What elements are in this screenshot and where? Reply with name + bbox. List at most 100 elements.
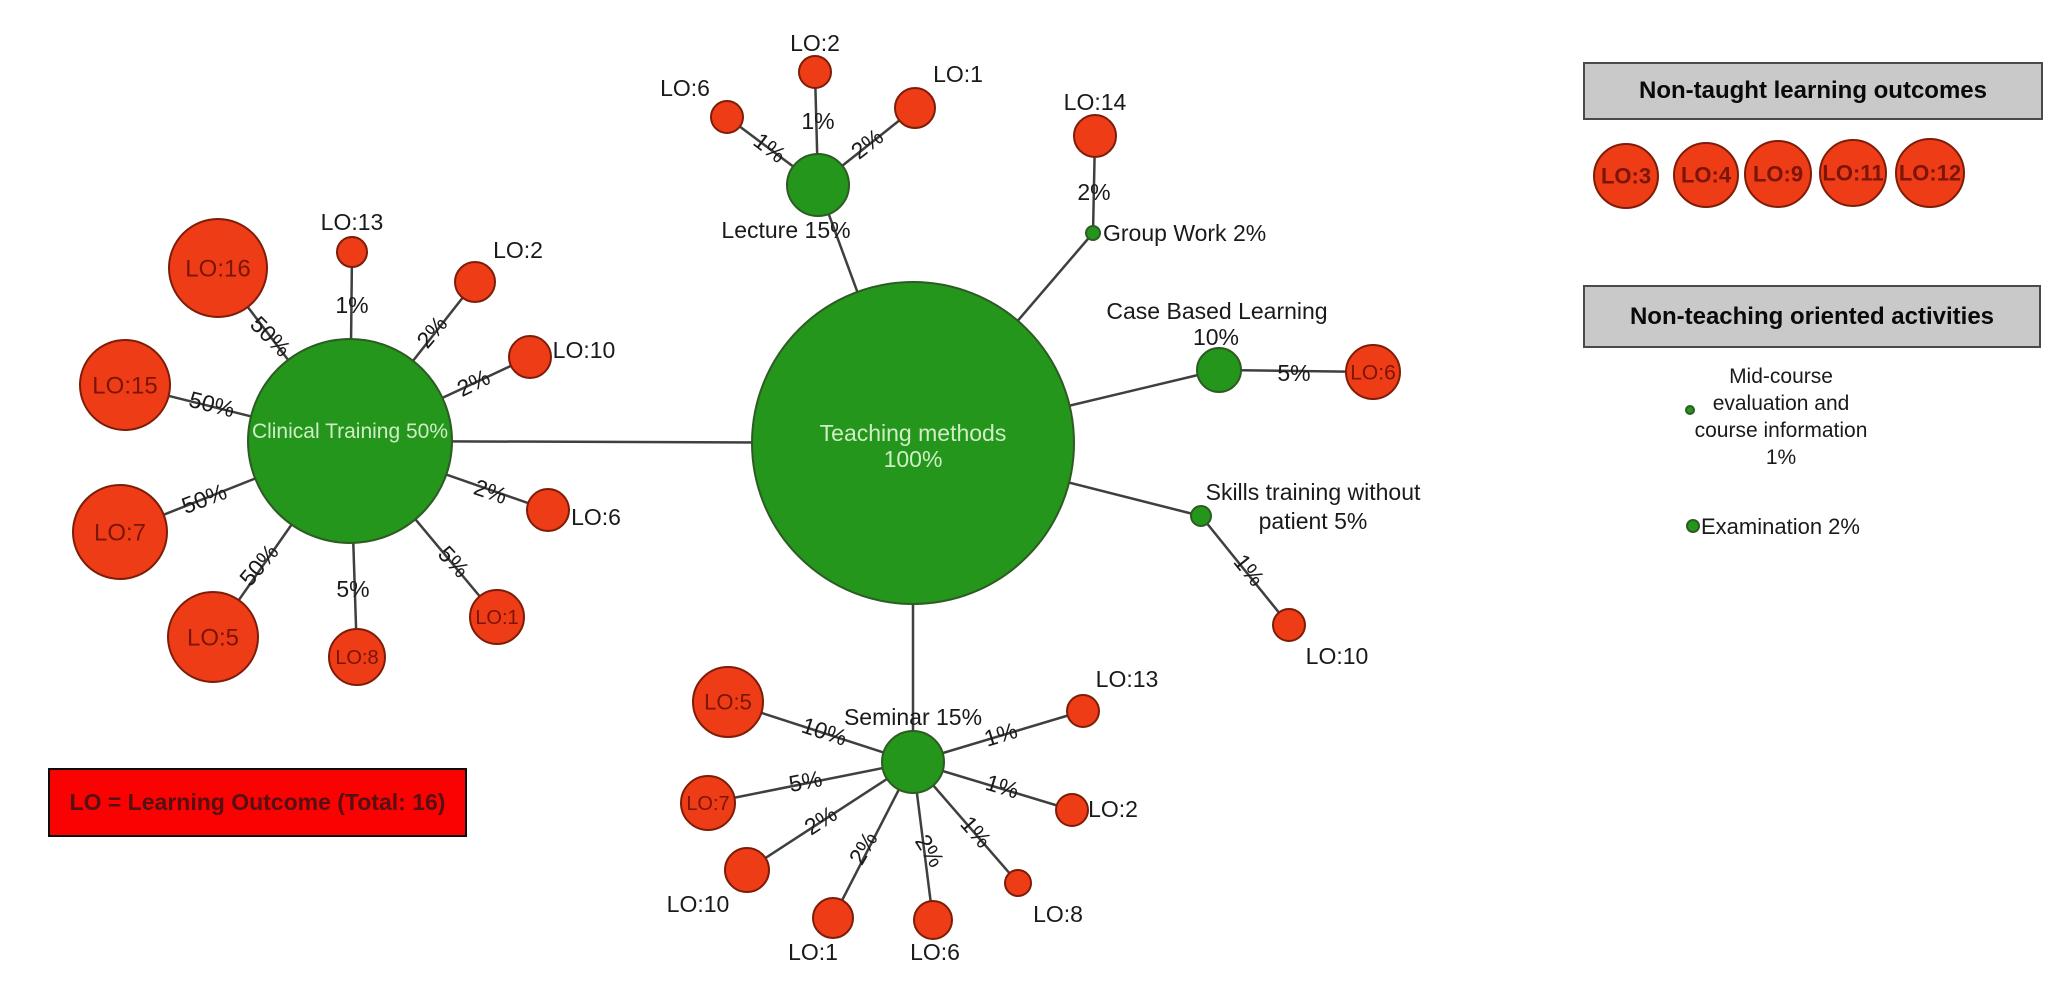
circle-lo12-label: LO:12 bbox=[1899, 161, 1961, 186]
label-midcourse-line3: course information bbox=[1695, 419, 1868, 442]
pct-lecture-lo6: 1% bbox=[749, 127, 791, 168]
sat-lo1-clinical bbox=[469, 589, 525, 645]
label-lo13-clinical: LO:13 bbox=[321, 209, 384, 235]
sat-lo2-lecture bbox=[798, 55, 832, 89]
pct-clinical-lo6: 2% bbox=[471, 474, 511, 509]
sat-lo8-seminar bbox=[1004, 869, 1032, 897]
circle-lo12 bbox=[1895, 138, 1965, 208]
sat-lo2-clinical bbox=[454, 261, 496, 303]
pct-seminar-lo5: 10% bbox=[799, 712, 851, 751]
non-taught-header: Non-taught learning outcomes bbox=[1583, 62, 2043, 120]
sat-lo16-clinical bbox=[168, 218, 268, 318]
label-midcourse-line4: 1% bbox=[1766, 446, 1796, 469]
label-teaching-line2: 100% bbox=[884, 446, 943, 472]
label-midcourse-line2: evaluation and bbox=[1713, 392, 1850, 415]
edge-seminar-lo10 bbox=[746, 760, 914, 872]
sat-lo16-clinical-label: LO:16 bbox=[185, 255, 250, 282]
label-lo10-seminar: LO:10 bbox=[667, 891, 730, 917]
edge-seminar-lo7 bbox=[707, 760, 914, 805]
label-lo8-seminar: LO:8 bbox=[1033, 901, 1083, 927]
hub-case-based-learning bbox=[1196, 347, 1242, 393]
sat-lo6-case-label: LO:6 bbox=[1350, 361, 1396, 384]
sat-lo6-lecture bbox=[710, 100, 744, 134]
sat-lo7-clinical bbox=[72, 484, 168, 580]
sat-lo5-clinical-label: LO:5 bbox=[187, 624, 239, 651]
label-lo6-clinical: LO:6 bbox=[571, 504, 621, 530]
label-lo10-clinical: LO:10 bbox=[553, 337, 616, 363]
hub-seminar bbox=[881, 730, 945, 794]
pct-seminar-lo2: 1% bbox=[983, 769, 1022, 804]
sat-lo6-clinical bbox=[526, 488, 570, 532]
circle-lo4-label: LO:4 bbox=[1681, 163, 1732, 188]
sat-lo10-clinical bbox=[508, 335, 552, 379]
label-lecture: Lecture 15% bbox=[721, 217, 850, 243]
sat-lo5-seminar bbox=[692, 666, 764, 738]
legend-box: LO = Learning Outcome (Total: 16) bbox=[48, 768, 467, 837]
sat-lo2-seminar bbox=[1055, 793, 1089, 827]
circle-lo11-label: LO:11 bbox=[1822, 161, 1883, 186]
label-lo2-seminar: LO:2 bbox=[1088, 796, 1138, 822]
non-teaching-header: Non-teaching oriented activities bbox=[1583, 285, 2041, 348]
label-lo1-lecture: LO:1 bbox=[933, 61, 983, 87]
label-midcourse-line1: Mid-course bbox=[1729, 365, 1833, 388]
label-lo14-groupwork: LO:14 bbox=[1064, 89, 1127, 115]
pct-skills-lo10: 1% bbox=[1229, 549, 1270, 591]
circle-lo3 bbox=[1593, 143, 1659, 209]
sat-lo7-clinical-label: LO:7 bbox=[94, 519, 146, 546]
sat-lo6-case bbox=[1345, 344, 1401, 400]
non-taught-header-title: Non-taught learning outcomes bbox=[1639, 77, 1987, 104]
dot-examination bbox=[1686, 519, 1700, 533]
pct-clinical-lo13: 1% bbox=[335, 292, 368, 318]
label-skills-line1: Skills training without bbox=[1206, 479, 1421, 505]
pct-clinical-lo7: 50% bbox=[178, 478, 230, 519]
pct-clinical-lo15: 50% bbox=[186, 386, 237, 422]
label-lo2-clinical: LO:2 bbox=[493, 237, 543, 263]
label-clinical: Clinical Training 50% bbox=[252, 420, 448, 443]
pct-seminar-lo10: 2% bbox=[800, 800, 842, 840]
pct-seminar-lo7: 5% bbox=[787, 765, 825, 797]
edge-skills-lo10 bbox=[1200, 515, 1290, 626]
circle-lo9-label: LO:9 bbox=[1753, 162, 1803, 187]
label-lo6-lecture: LO:6 bbox=[660, 75, 710, 101]
sat-lo1-seminar bbox=[812, 897, 854, 939]
circle-lo3-label: LO:3 bbox=[1601, 164, 1651, 189]
circle-lo4 bbox=[1673, 142, 1739, 208]
hub-skills-training bbox=[1190, 505, 1212, 527]
sat-lo8-clinical-label: LO:8 bbox=[335, 647, 378, 669]
sat-lo7-seminar-label: LO:7 bbox=[686, 793, 729, 815]
label-lo10-skills: LO:10 bbox=[1306, 643, 1369, 669]
sat-lo7-seminar bbox=[680, 775, 736, 831]
label-lo2-lecture: LO:2 bbox=[790, 30, 840, 56]
label-lo13-seminar: LO:13 bbox=[1096, 666, 1159, 692]
hub-group-work bbox=[1085, 225, 1101, 241]
pct-seminar-lo13: 1% bbox=[981, 717, 1020, 752]
sat-lo5-seminar-label: LO:5 bbox=[704, 690, 752, 715]
pct-lecture-lo2: 1% bbox=[801, 108, 834, 134]
label-seminar: Seminar 15% bbox=[844, 704, 982, 730]
pct-case-lo6: 5% bbox=[1277, 360, 1310, 386]
non-teaching-header-title: Non-teaching oriented activities bbox=[1629, 302, 1995, 330]
hub-teaching-methods bbox=[751, 281, 1075, 605]
dot-midcourse bbox=[1685, 405, 1695, 415]
sat-lo15-clinical bbox=[79, 339, 171, 431]
pct-seminar-lo6: 2% bbox=[910, 830, 950, 872]
label-examination: Examination 2% bbox=[1701, 514, 1860, 539]
label-lo1-seminar: LO:1 bbox=[788, 939, 838, 965]
hub-lecture bbox=[786, 153, 850, 217]
circle-lo9 bbox=[1744, 140, 1812, 208]
pct-clinical-lo10: 2% bbox=[453, 364, 494, 402]
sat-lo13-clinical bbox=[336, 236, 368, 268]
sat-lo14-groupwork bbox=[1073, 114, 1117, 158]
label-case-line1: Case Based Learning bbox=[1106, 298, 1327, 324]
legend-text: LO = Learning Outcome (Total: 16) bbox=[69, 789, 446, 815]
sat-lo6-seminar bbox=[913, 900, 953, 940]
label-teaching-line1: Teaching methods bbox=[820, 420, 1007, 446]
sat-lo10-skills bbox=[1272, 608, 1306, 642]
circle-lo11 bbox=[1819, 139, 1887, 207]
sat-lo13-seminar bbox=[1066, 694, 1100, 728]
sat-lo5-clinical bbox=[167, 591, 259, 683]
pct-clinical-lo8: 5% bbox=[336, 576, 369, 602]
label-lo6-seminar: LO:6 bbox=[910, 939, 960, 965]
